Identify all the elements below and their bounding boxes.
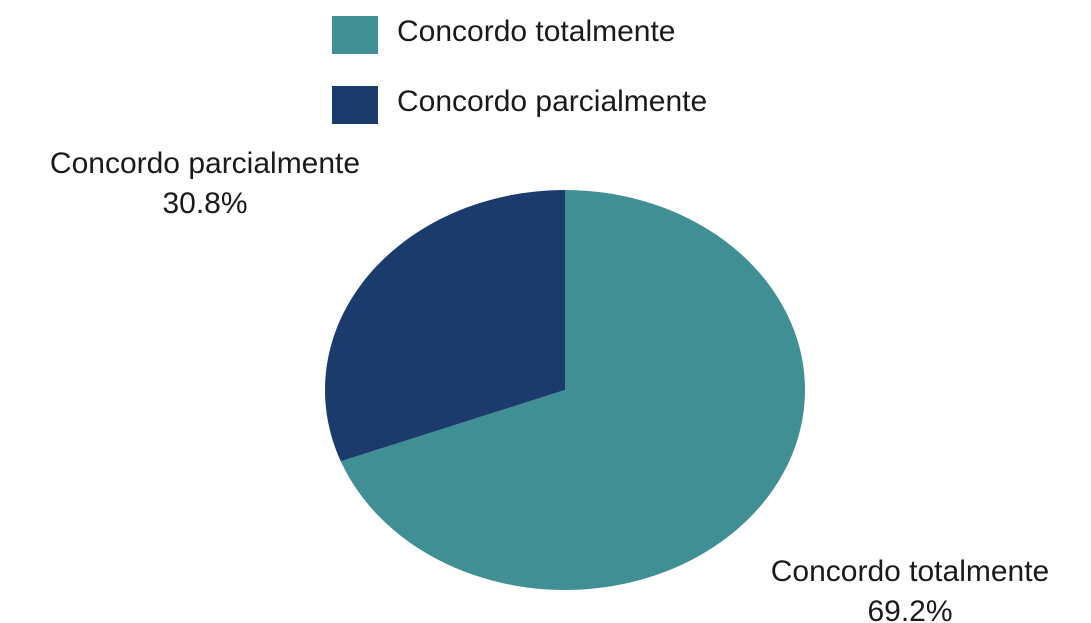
slice-label: Concordo parcialmente <box>50 147 360 180</box>
pie-slice <box>340 190 805 590</box>
slice-value: 69.2% <box>867 595 952 623</box>
slice-value: 30.8% <box>162 187 247 220</box>
legend-label: Concordo totalmente <box>397 15 676 48</box>
legend-label: Concordo parcialmente <box>397 85 707 118</box>
legend-swatch <box>332 86 378 124</box>
pie-slice <box>324 190 565 462</box>
legend-swatch <box>332 16 378 54</box>
slice-label: Concordo totalmente <box>771 555 1050 588</box>
